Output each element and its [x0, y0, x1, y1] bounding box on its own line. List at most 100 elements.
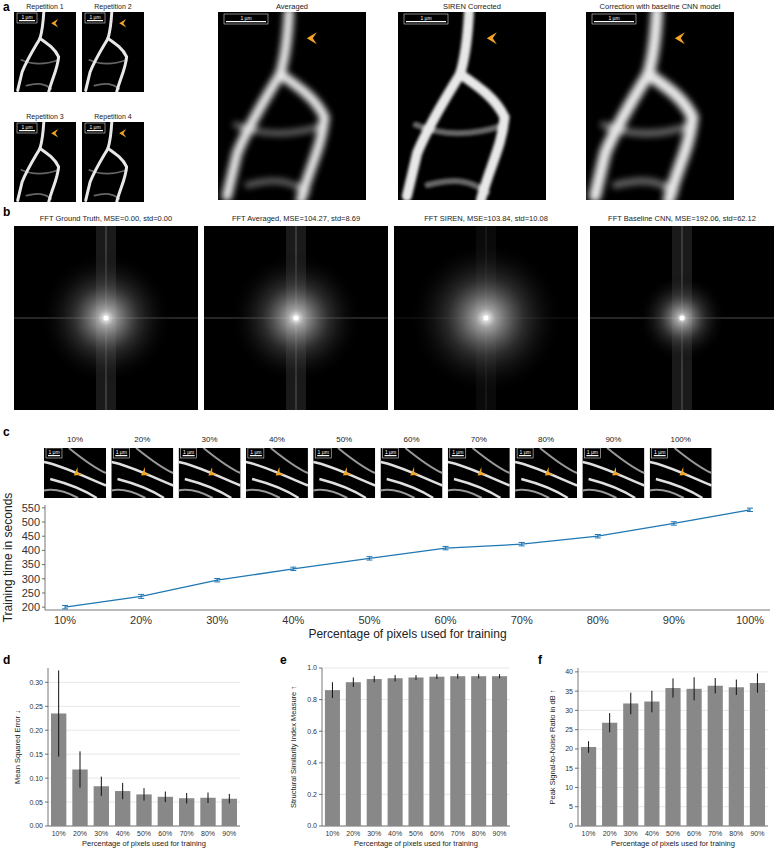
image [14, 226, 198, 410]
tick [319, 762, 322, 763]
scale-bar [519, 455, 531, 456]
faint-structure [94, 194, 119, 199]
image: 1 μm [111, 448, 173, 498]
tick-label: 0.0 [307, 822, 317, 829]
tick-label: 0.4 [307, 759, 317, 766]
tick-label: 0 [569, 822, 573, 829]
error-bar [144, 788, 145, 800]
error-bar [457, 674, 458, 679]
scale-box [517, 448, 533, 458]
error-bar [747, 508, 753, 511]
image-title: 90% [605, 435, 621, 444]
scale-box [450, 448, 466, 458]
chart: 0.00.20.40.60.81.010%20%30%40%50%60%70%8… [289, 664, 510, 847]
x-axis [45, 610, 770, 611]
tick-label: 20% [603, 830, 617, 837]
image-title: 100% [670, 435, 690, 444]
tick-label: 30% [367, 830, 381, 837]
error-line [750, 508, 751, 511]
error-line [144, 788, 145, 800]
structure [582, 462, 644, 486]
structure [18, 38, 40, 90]
panel-letter: d [3, 653, 10, 667]
tick [575, 748, 578, 749]
bar [687, 689, 702, 826]
structures [313, 448, 375, 498]
structure [179, 490, 213, 498]
image-bg [246, 448, 308, 498]
image: 1 μm [218, 12, 366, 200]
image-bg [313, 448, 375, 498]
image-title: FFT Averaged, MSE=104.27, std=8.69 [232, 214, 360, 223]
tick-label: 10% [52, 830, 66, 837]
panel-letter: a [3, 0, 10, 14]
scale-bar [317, 455, 329, 456]
error-cap [443, 549, 449, 550]
error-bar [165, 792, 166, 803]
error-bar [138, 594, 144, 598]
scale-label: 1 μm [183, 449, 194, 455]
structure [111, 490, 145, 498]
scale-box [224, 14, 268, 24]
structure [675, 448, 712, 473]
arrowhead [340, 467, 352, 479]
tick [42, 522, 45, 523]
scale-label: 1 μm [89, 124, 100, 130]
bar [325, 690, 340, 826]
bar [665, 688, 680, 826]
structure [227, 74, 280, 196]
structure [407, 74, 460, 196]
tick-label: 5 [569, 803, 573, 810]
image-bg [590, 226, 774, 410]
image-bg [650, 448, 712, 498]
error-bar [366, 557, 372, 560]
tick-label: 60% [435, 614, 457, 626]
tick-label: 70% [511, 614, 533, 626]
tick [319, 826, 322, 827]
scale-label: 1 μm [420, 15, 431, 21]
structures [246, 448, 308, 498]
structure [203, 448, 240, 473]
image-title: Averaged [276, 2, 308, 11]
scale-box [181, 448, 197, 458]
structures [650, 448, 712, 498]
scale-box [584, 448, 600, 458]
structure [86, 38, 108, 90]
bar [429, 677, 444, 826]
structure [44, 490, 78, 498]
error-cap [62, 605, 68, 606]
tick [45, 706, 48, 707]
error-line [80, 751, 81, 787]
structure [108, 148, 127, 202]
structure [648, 74, 692, 200]
structure [40, 148, 59, 202]
error-line [673, 522, 674, 525]
structures [111, 448, 173, 498]
image-title: 40% [269, 435, 285, 444]
scale-label: 1 μm [587, 449, 598, 455]
error-cap [366, 560, 372, 561]
structure [405, 448, 442, 473]
structure [246, 490, 280, 498]
error-line [521, 542, 522, 545]
scale-box [248, 448, 264, 458]
bar [623, 703, 638, 826]
image-title: Repetition 2 [94, 3, 131, 11]
fft-spectrum [409, 241, 564, 396]
structure [86, 148, 108, 200]
structures [448, 448, 510, 498]
image-title: Repetition 3 [26, 113, 63, 121]
y-axis [322, 668, 323, 826]
scale-label: 1 μm [240, 15, 251, 21]
error-line [499, 674, 500, 678]
axis-title: Structural Similarity Index Measure ↑ [289, 686, 298, 808]
structures [18, 122, 59, 202]
structure [448, 490, 482, 498]
arrowhead [675, 32, 685, 44]
scale-box [592, 14, 636, 24]
error-bar [673, 678, 674, 697]
tick-label: 40% [388, 830, 402, 837]
structure [595, 74, 648, 196]
tick-label: 350 [22, 558, 40, 570]
image-bg [44, 448, 106, 498]
